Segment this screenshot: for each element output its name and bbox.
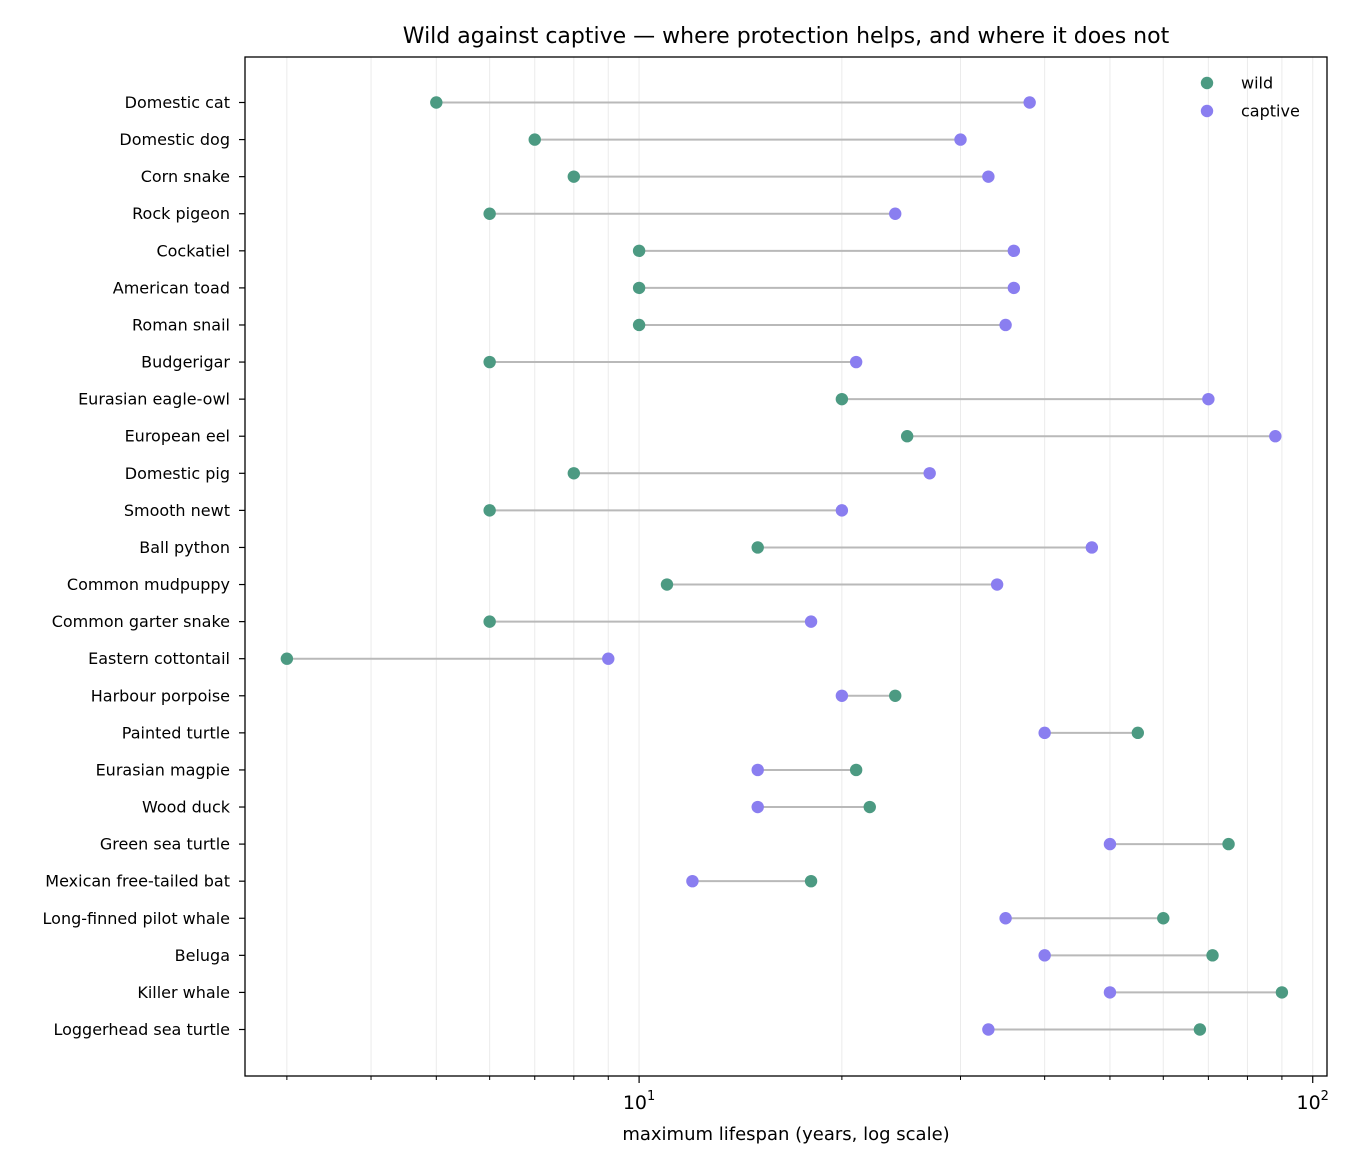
category-label: Roman snail (132, 315, 230, 334)
captive-point (990, 578, 1004, 591)
wild-point (567, 467, 581, 480)
category-label: Killer whale (137, 983, 230, 1002)
category-label: Ball python (139, 538, 230, 557)
category-label: Long-finned pilot whale (43, 909, 230, 928)
wild-point (900, 430, 914, 443)
captive-point (1038, 949, 1051, 962)
wild-point (632, 318, 646, 332)
category-label: Corn snake (141, 167, 230, 186)
captive-point (982, 170, 995, 183)
legend-label: wild (1241, 74, 1273, 93)
wild-point (1275, 986, 1289, 999)
wild-point (1131, 726, 1145, 740)
category-label: Common mudpuppy (67, 575, 230, 594)
captive-point (1269, 430, 1282, 443)
wild-point (632, 244, 646, 258)
grid-lines (286, 57, 1314, 1076)
captive-point (999, 318, 1012, 332)
x-axis-label: maximum lifespan (years, log scale) (622, 1124, 949, 1145)
connectors (286, 101, 1282, 1031)
captive-point (982, 1023, 995, 1036)
category-label: Common garter snake (52, 612, 230, 631)
captive-point (751, 800, 764, 814)
captive-point (1085, 541, 1099, 554)
captive-point (849, 355, 863, 369)
captive-point (686, 874, 699, 888)
captive-point (835, 689, 849, 702)
wild-point (660, 578, 674, 591)
wild-point (483, 355, 496, 369)
captive-points (602, 96, 1282, 1036)
wild-point (849, 763, 863, 777)
wild-point (1193, 1023, 1207, 1036)
wild-point (835, 392, 849, 406)
category-label: Green sea turtle (100, 835, 230, 854)
captive-point (1007, 244, 1021, 258)
category-label: Loggerhead sea turtle (53, 1020, 230, 1039)
captive-point (923, 467, 936, 480)
x-tick-label: 101 (623, 1089, 655, 1114)
wild-point (483, 504, 496, 517)
category-label: Wood duck (142, 798, 231, 817)
wild-point (863, 800, 876, 814)
legend-marker (1200, 76, 1214, 90)
captive-point (751, 763, 764, 777)
category-label: American toad (113, 278, 230, 297)
category-label: Painted turtle (122, 723, 230, 742)
category-label: Eurasian magpie (96, 760, 230, 779)
category-label: Eurasian eagle-owl (78, 390, 230, 409)
plot-frame (244, 56, 1328, 1077)
wild-point (632, 281, 646, 295)
captive-point (999, 912, 1012, 925)
category-label: Domestic pig (125, 464, 230, 483)
captive-point (835, 504, 849, 517)
captive-point (602, 652, 615, 665)
category-label: Smooth newt (124, 501, 230, 520)
wild-point (483, 615, 496, 628)
chart-title: Wild against captive — where protection … (403, 24, 1170, 49)
wild-point (430, 96, 443, 109)
category-label: Domestic dog (119, 130, 230, 149)
wild-point (528, 133, 541, 146)
category-label: Budgerigar (141, 353, 230, 372)
category-label: Mexican free-tailed bat (45, 872, 230, 891)
captive-point (1038, 726, 1051, 740)
captive-point (1202, 392, 1215, 406)
captive-point (1023, 96, 1036, 109)
y-axis: Domestic cat Domestic dog Corn snake Rock p… (43, 93, 245, 1039)
category-label: European eel (125, 427, 230, 446)
wild-point (1206, 949, 1219, 962)
captive-point (954, 133, 967, 146)
wild-point (280, 652, 294, 665)
wild-point (889, 689, 902, 702)
category-label: Rock pigeon (132, 204, 230, 223)
legend-label: captive (1241, 102, 1300, 121)
wild-point (1157, 912, 1170, 925)
legend: wild captive (1200, 74, 1300, 121)
wild-point (804, 874, 818, 888)
captive-point (804, 615, 818, 628)
captive-point (1103, 837, 1117, 851)
captive-point (1007, 281, 1021, 295)
wild-point (483, 207, 496, 220)
captive-point (889, 207, 902, 220)
category-label: Domestic cat (125, 93, 230, 112)
wild-points (280, 96, 1289, 1036)
wild-point (751, 541, 764, 554)
x-axis: 101 102 (286, 1076, 1329, 1114)
x-tick-label: 102 (1296, 1089, 1328, 1114)
category-label: Eastern cottontail (88, 649, 230, 668)
category-label: Cockatiel (156, 241, 230, 260)
category-label: Harbour porpoise (91, 686, 230, 705)
captive-point (1103, 986, 1117, 999)
category-label: Beluga (175, 946, 230, 965)
legend-marker (1200, 104, 1214, 118)
wild-point (567, 170, 581, 183)
wild-point (1222, 837, 1235, 851)
